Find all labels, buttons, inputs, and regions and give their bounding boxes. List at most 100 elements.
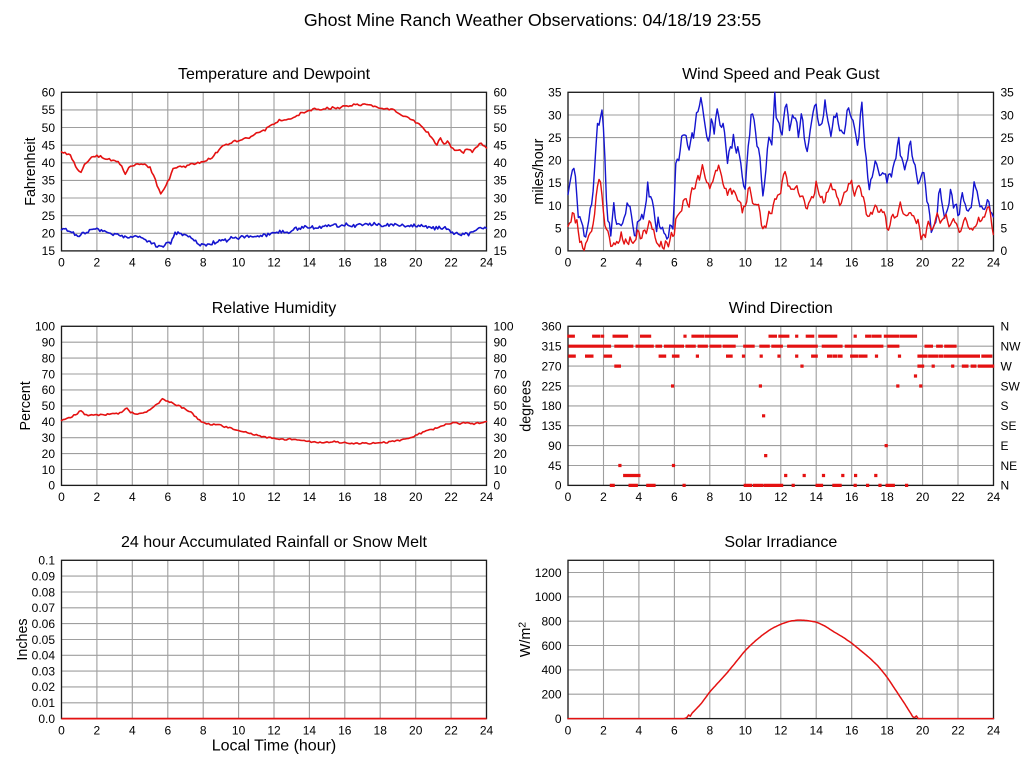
svg-text:4: 4 (129, 490, 136, 504)
svg-text:22: 22 (951, 723, 965, 737)
svg-text:80: 80 (494, 351, 508, 365)
svg-text:0: 0 (565, 490, 572, 504)
svg-text:18: 18 (880, 723, 894, 737)
svg-text:8: 8 (706, 256, 713, 270)
svg-text:0: 0 (494, 479, 501, 493)
svg-text:45: 45 (494, 139, 508, 153)
svg-text:2: 2 (600, 490, 607, 504)
svg-text:0: 0 (555, 712, 562, 726)
svg-text:Fahrenheit: Fahrenheit (23, 137, 39, 205)
svg-text:20: 20 (916, 256, 930, 270)
svg-text:90: 90 (494, 336, 508, 350)
svg-text:25: 25 (42, 209, 56, 223)
svg-text:0: 0 (555, 244, 562, 258)
svg-text:0.05: 0.05 (32, 633, 56, 647)
svg-text:0: 0 (1001, 244, 1008, 258)
svg-text:14: 14 (810, 490, 824, 504)
svg-text:W: W (1001, 359, 1013, 373)
svg-text:0.0: 0.0 (38, 712, 55, 726)
svg-text:16: 16 (338, 723, 352, 737)
svg-text:60: 60 (42, 383, 56, 397)
svg-text:14: 14 (303, 256, 317, 270)
svg-text:12: 12 (267, 723, 281, 737)
svg-text:35: 35 (1001, 86, 1015, 100)
svg-text:0.07: 0.07 (32, 601, 56, 615)
svg-text:0: 0 (565, 723, 572, 737)
svg-text:10: 10 (739, 256, 753, 270)
svg-text:0: 0 (48, 479, 55, 493)
svg-text:0: 0 (58, 490, 65, 504)
svg-text:55: 55 (494, 103, 508, 117)
svg-text:0.03: 0.03 (32, 664, 56, 678)
svg-text:15: 15 (1001, 176, 1015, 190)
svg-text:Relative Humidity: Relative Humidity (212, 300, 336, 317)
svg-text:12: 12 (267, 256, 281, 270)
svg-text:600: 600 (541, 639, 561, 653)
svg-text:20: 20 (42, 227, 56, 241)
svg-text:800: 800 (541, 615, 561, 629)
svg-text:100: 100 (35, 320, 55, 334)
svg-text:S: S (1001, 399, 1009, 413)
svg-text:30: 30 (494, 191, 508, 205)
svg-text:60: 60 (494, 86, 508, 100)
svg-text:0: 0 (58, 723, 65, 737)
svg-text:60: 60 (494, 383, 508, 397)
svg-text:15: 15 (42, 244, 56, 258)
svg-text:20: 20 (409, 256, 423, 270)
svg-text:45: 45 (42, 139, 56, 153)
svg-text:10: 10 (232, 490, 246, 504)
svg-text:50: 50 (494, 121, 508, 135)
svg-text:18: 18 (374, 490, 388, 504)
svg-text:0.01: 0.01 (32, 696, 56, 710)
svg-text:16: 16 (845, 490, 859, 504)
svg-text:90: 90 (548, 439, 562, 453)
svg-text:6: 6 (671, 723, 678, 737)
svg-text:30: 30 (42, 431, 56, 445)
svg-text:8: 8 (706, 490, 713, 504)
svg-text:10: 10 (739, 723, 753, 737)
svg-text:6: 6 (164, 256, 171, 270)
svg-text:4: 4 (636, 256, 643, 270)
svg-text:10: 10 (232, 723, 246, 737)
svg-text:0.04: 0.04 (32, 649, 56, 663)
svg-text:NE: NE (1001, 459, 1018, 473)
svg-text:12: 12 (774, 490, 788, 504)
svg-text:24: 24 (987, 490, 1001, 504)
svg-text:0.08: 0.08 (32, 585, 56, 599)
svg-text:35: 35 (494, 174, 508, 188)
svg-text:22: 22 (951, 256, 965, 270)
svg-text:80: 80 (42, 351, 56, 365)
svg-text:Ghost Mine Ranch Weather Obser: Ghost Mine Ranch Weather Observations: 0… (304, 10, 761, 30)
svg-text:45: 45 (548, 459, 562, 473)
svg-text:24: 24 (480, 256, 494, 270)
svg-text:50: 50 (494, 399, 508, 413)
svg-text:18: 18 (374, 723, 388, 737)
svg-text:40: 40 (42, 156, 56, 170)
svg-text:10: 10 (232, 256, 246, 270)
svg-text:Wind Speed and Peak Gust: Wind Speed and Peak Gust (682, 66, 880, 83)
svg-text:4: 4 (129, 256, 136, 270)
svg-text:8: 8 (200, 256, 207, 270)
svg-text:SE: SE (1001, 419, 1017, 433)
svg-text:20: 20 (409, 723, 423, 737)
svg-text:15: 15 (548, 176, 562, 190)
svg-text:16: 16 (845, 256, 859, 270)
svg-text:2: 2 (94, 256, 101, 270)
svg-text:4: 4 (636, 723, 643, 737)
svg-text:20: 20 (1001, 154, 1015, 168)
svg-text:8: 8 (200, 490, 207, 504)
svg-text:12: 12 (774, 256, 788, 270)
svg-text:20: 20 (548, 154, 562, 168)
svg-text:180: 180 (541, 399, 561, 413)
svg-text:22: 22 (444, 256, 458, 270)
svg-text:N: N (1001, 320, 1010, 334)
svg-text:8: 8 (706, 723, 713, 737)
svg-text:SW: SW (1001, 379, 1021, 393)
svg-text:20: 20 (916, 723, 930, 737)
svg-text:Local Time (hour): Local Time (hour) (212, 738, 337, 755)
svg-text:30: 30 (548, 108, 562, 122)
svg-text:22: 22 (951, 490, 965, 504)
svg-text:6: 6 (671, 490, 678, 504)
svg-text:0.1: 0.1 (38, 554, 55, 568)
svg-text:4: 4 (636, 490, 643, 504)
